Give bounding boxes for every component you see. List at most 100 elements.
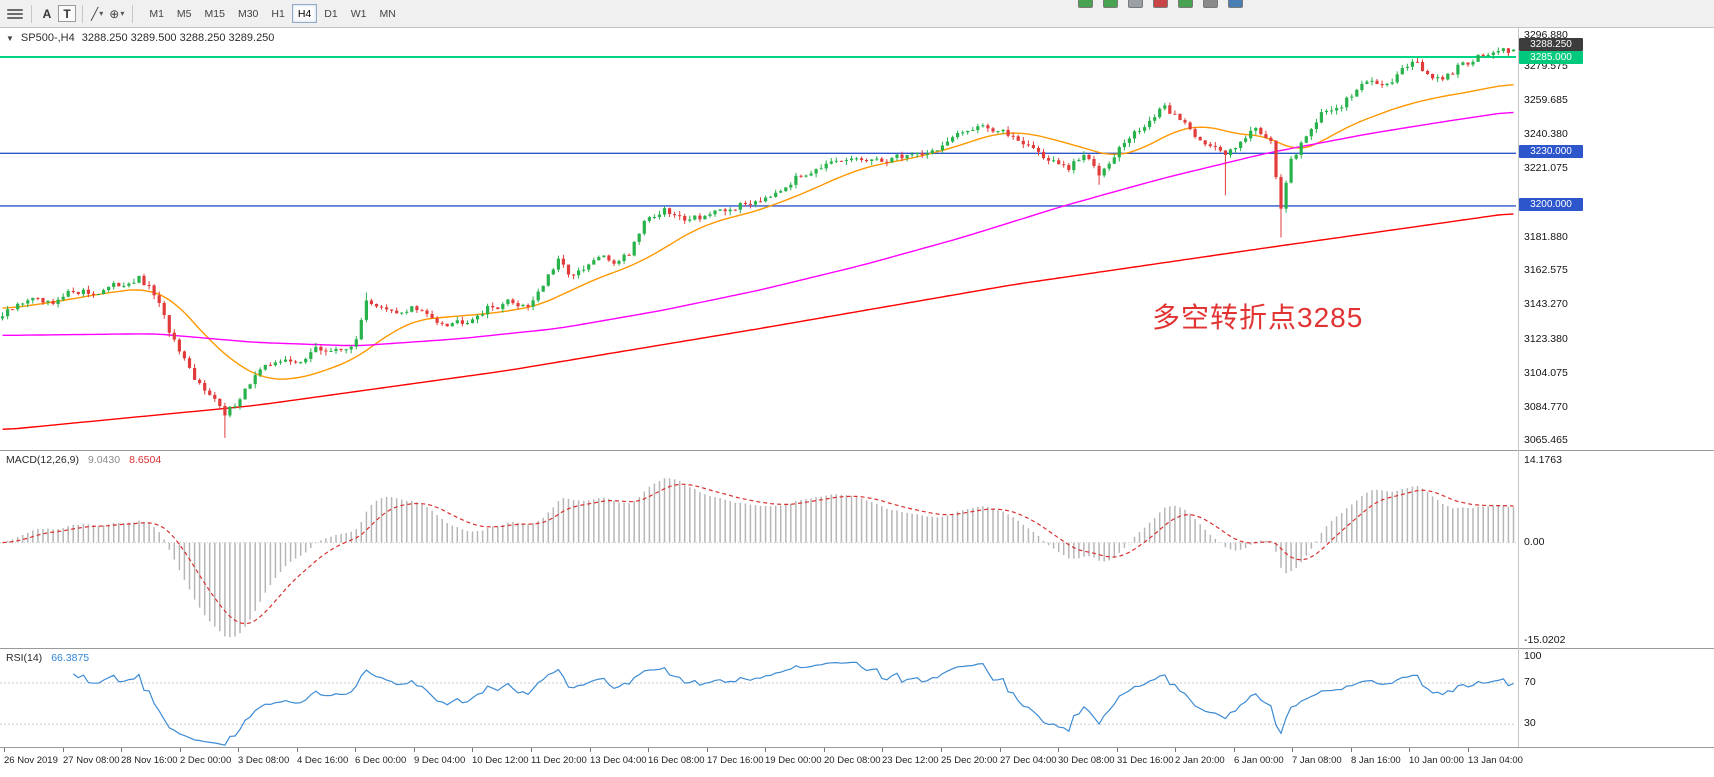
- timeframe-button-m1[interactable]: M1: [143, 4, 170, 23]
- macd-signal-value: 8.6504: [129, 454, 162, 466]
- toolbar-separator: [82, 4, 83, 23]
- toolbar-partial-icon[interactable]: [1203, 0, 1218, 8]
- macd-axis-max-label: 14.1763: [1524, 454, 1562, 466]
- date-axis-tick: [1234, 748, 1235, 752]
- date-axis-label: 26 Nov 2019: [4, 755, 58, 766]
- date-axis-tick: [765, 748, 766, 752]
- date-axis-tick: [1468, 748, 1469, 752]
- date-axis-tick: [1175, 748, 1176, 752]
- date-axis-label: 10 Dec 12:00: [472, 755, 529, 766]
- symbol-name: SP500-,H4: [20, 32, 75, 44]
- price-chart-panel: ▼ SP500-,H4 3288.250 3289.500 3288.250 3…: [0, 28, 1714, 450]
- timeframe-button-d1[interactable]: D1: [318, 4, 343, 23]
- price-axis-label: 3162.575: [1524, 264, 1568, 276]
- date-axis-label: 13 Dec 04:00: [590, 755, 647, 766]
- date-axis-tick: [297, 748, 298, 752]
- toolbar-partial-icon[interactable]: [1178, 0, 1193, 8]
- text-label-tool-button[interactable]: T: [58, 5, 76, 22]
- date-axis-label: 28 Nov 16:00: [121, 755, 178, 766]
- date-axis-tick: [355, 748, 356, 752]
- timeframe-button-mn[interactable]: MN: [373, 4, 401, 23]
- price-axis-label: 3221.075: [1524, 162, 1568, 174]
- toolbar-partial-icon[interactable]: [1153, 0, 1168, 8]
- macd-indicator-panel: MACD(12,26,9) 9.0430 8.6504: [0, 450, 1714, 648]
- rsi-axis-label: 100: [1524, 650, 1542, 662]
- chevron-down-icon: ▾: [120, 9, 125, 18]
- macd-name: MACD(12,26,9): [6, 454, 79, 466]
- date-axis-tick: [824, 748, 825, 752]
- toolbar-separator: [132, 4, 134, 23]
- crosshair-tools-dropdown[interactable]: ⊕ ▾: [107, 4, 126, 24]
- macd-main-value: 9.0430: [87, 454, 121, 466]
- price-axis-label: 3104.075: [1524, 367, 1568, 379]
- date-axis-label: 2 Dec 00:00: [180, 755, 232, 766]
- date-axis-tick: [590, 748, 591, 752]
- price-tag: 3200.000: [1519, 198, 1583, 211]
- date-axis-tick: [1351, 748, 1352, 752]
- toolbar-partial-icon[interactable]: [1228, 0, 1243, 8]
- date-axis-label: 30 Dec 08:00: [1058, 755, 1115, 766]
- date-axis-tick: [472, 748, 473, 752]
- macd-canvas[interactable]: [0, 452, 1516, 648]
- price-axis-label: 3065.465: [1524, 434, 1568, 446]
- ohlc-readout: 3288.250 3289.500 3288.250 3289.250: [81, 32, 275, 44]
- rsi-canvas[interactable]: [0, 650, 1516, 747]
- date-axis-tick: [121, 748, 122, 752]
- timeframe-button-group: M1 M5 M15 M30 H1 H4 D1 W1 MN: [143, 4, 401, 23]
- date-axis-tick: [1000, 748, 1001, 752]
- toolbar-partial-icon[interactable]: [1103, 0, 1118, 8]
- timeframe-button-m30[interactable]: M30: [232, 4, 264, 23]
- date-axis-label: 11 Dec 20:00: [531, 755, 587, 766]
- date-axis-label: 3 Dec 08:00: [238, 755, 290, 766]
- toolbar-separator: [31, 4, 32, 23]
- annotation-text-tool-button[interactable]: A: [38, 4, 56, 24]
- date-axis-label: 25 Dec 20:00: [941, 755, 998, 766]
- date-axis-tick: [531, 748, 532, 752]
- chart-annotation-text: 多空转折点3285: [1152, 302, 1364, 333]
- rsi-value: 66.3875: [51, 652, 90, 664]
- timeframe-button-m15[interactable]: M15: [199, 4, 231, 23]
- date-axis-tick: [648, 748, 649, 752]
- date-axis-tick: [1117, 748, 1118, 752]
- date-axis-label: 6 Jan 00:00: [1234, 755, 1284, 766]
- price-axis-label: 3181.880: [1524, 231, 1568, 243]
- date-axis-label: 17 Dec 16:00: [707, 755, 764, 766]
- toolbar-partial-icon[interactable]: [1078, 0, 1093, 8]
- rsi-axis-label: 70: [1524, 676, 1536, 688]
- rsi-name: RSI(14): [6, 652, 43, 664]
- price-chart-canvas[interactable]: [0, 29, 1516, 451]
- date-axis-tick: [882, 748, 883, 752]
- date-axis-label: 23 Dec 12:00: [882, 755, 939, 766]
- date-axis-tick: [180, 748, 181, 752]
- timeframe-button-h4[interactable]: H4: [291, 4, 318, 23]
- date-axis-tick: [707, 748, 708, 752]
- date-axis-label: 8 Jan 16:00: [1351, 755, 1401, 766]
- date-axis-tick: [1058, 748, 1059, 752]
- date-axis-label: 27 Dec 04:00: [1000, 755, 1057, 766]
- date-axis-label: 10 Jan 00:00: [1409, 755, 1464, 766]
- date-axis-tick: [414, 748, 415, 752]
- timeframe-button-h1[interactable]: H1: [265, 4, 290, 23]
- timeframe-button-m5[interactable]: M5: [171, 4, 198, 23]
- date-axis-label: 9 Dec 04:00: [414, 755, 466, 766]
- symbol-header: ▼ SP500-,H4 3288.250 3289.500 3288.250 3…: [6, 32, 274, 44]
- menu-icon[interactable]: [5, 7, 25, 21]
- line-tools-dropdown[interactable]: ╱ ▾: [89, 4, 105, 24]
- price-axis-label: 3123.380: [1524, 333, 1568, 345]
- date-axis-label: 7 Jan 08:00: [1292, 755, 1342, 766]
- price-axis-label: 3084.770: [1524, 401, 1568, 413]
- date-axis-tick: [238, 748, 239, 752]
- crosshair-icon: ⊕: [109, 6, 120, 21]
- toolbar-partial-icon[interactable]: [1128, 0, 1143, 8]
- price-axis-label: 3240.380: [1524, 128, 1568, 140]
- date-axis-label: 4 Dec 16:00: [297, 755, 349, 766]
- timeframe-button-w1[interactable]: W1: [345, 4, 373, 23]
- collapse-triangle-icon[interactable]: ▼: [6, 33, 14, 43]
- chevron-down-icon: ▾: [99, 9, 104, 18]
- date-axis-label: 20 Dec 08:00: [824, 755, 881, 766]
- date-axis-label: 27 Nov 08:00: [63, 755, 120, 766]
- date-axis-label: 31 Dec 16:00: [1117, 755, 1174, 766]
- main-toolbar: A T ╱ ▾ ⊕ ▾ M1 M5 M15 M30 H1 H4 D1 W1 MN: [0, 0, 1714, 28]
- price-axis-label: 3143.270: [1524, 298, 1568, 310]
- date-axis-label: 6 Dec 00:00: [355, 755, 407, 766]
